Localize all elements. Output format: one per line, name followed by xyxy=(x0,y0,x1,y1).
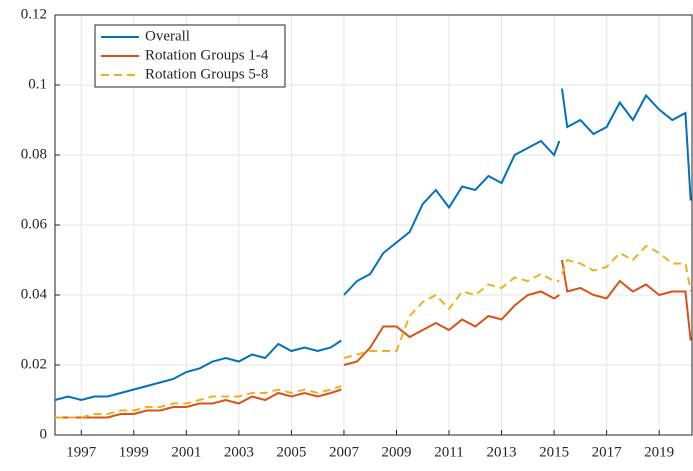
x-tick-label: 2005 xyxy=(276,444,306,460)
x-tick-label: 2003 xyxy=(224,444,254,460)
y-tick-label: 0 xyxy=(40,426,48,442)
y-tick-label: 0.1 xyxy=(28,76,47,92)
x-tick-label: 2007 xyxy=(329,444,360,460)
x-tick-label: 2001 xyxy=(171,444,201,460)
x-tick-label: 2017 xyxy=(592,444,623,460)
legend-label: Rotation Groups 5-8 xyxy=(145,66,268,82)
series-line xyxy=(55,244,692,419)
series-line xyxy=(55,259,692,419)
legend-label: Rotation Groups 1-4 xyxy=(145,47,269,63)
y-tick-label: 0.02 xyxy=(21,356,47,372)
plot-frame xyxy=(54,14,693,436)
x-tick-label: 1999 xyxy=(119,444,149,460)
x-tick-label: 2019 xyxy=(644,444,674,460)
x-tick-label: 2015 xyxy=(539,444,569,460)
x-tick-label: 2013 xyxy=(487,444,517,460)
y-tick-label: 0.12 xyxy=(21,6,47,22)
x-tick-label: 2009 xyxy=(381,444,411,460)
y-tick-label: 0.08 xyxy=(21,146,47,162)
series-line xyxy=(54,88,692,402)
legend-label: Overall xyxy=(145,28,190,44)
y-tick-label: 0.04 xyxy=(21,286,48,302)
x-tick-label: 2011 xyxy=(434,444,463,460)
x-tick-label: 1997 xyxy=(66,444,97,460)
y-tick-label: 0.06 xyxy=(21,216,48,232)
